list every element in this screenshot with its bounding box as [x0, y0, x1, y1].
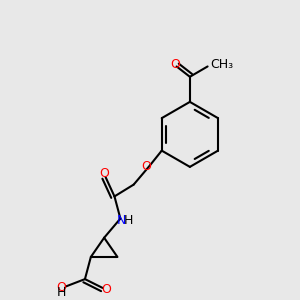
Text: N: N: [117, 214, 127, 226]
Text: O: O: [170, 58, 180, 70]
Text: CH₃: CH₃: [210, 58, 233, 71]
Text: H: H: [57, 286, 66, 299]
Text: O: O: [57, 280, 67, 294]
Text: H: H: [124, 214, 133, 226]
Text: O: O: [141, 160, 151, 173]
Text: O: O: [101, 283, 111, 296]
Text: O: O: [99, 167, 109, 180]
